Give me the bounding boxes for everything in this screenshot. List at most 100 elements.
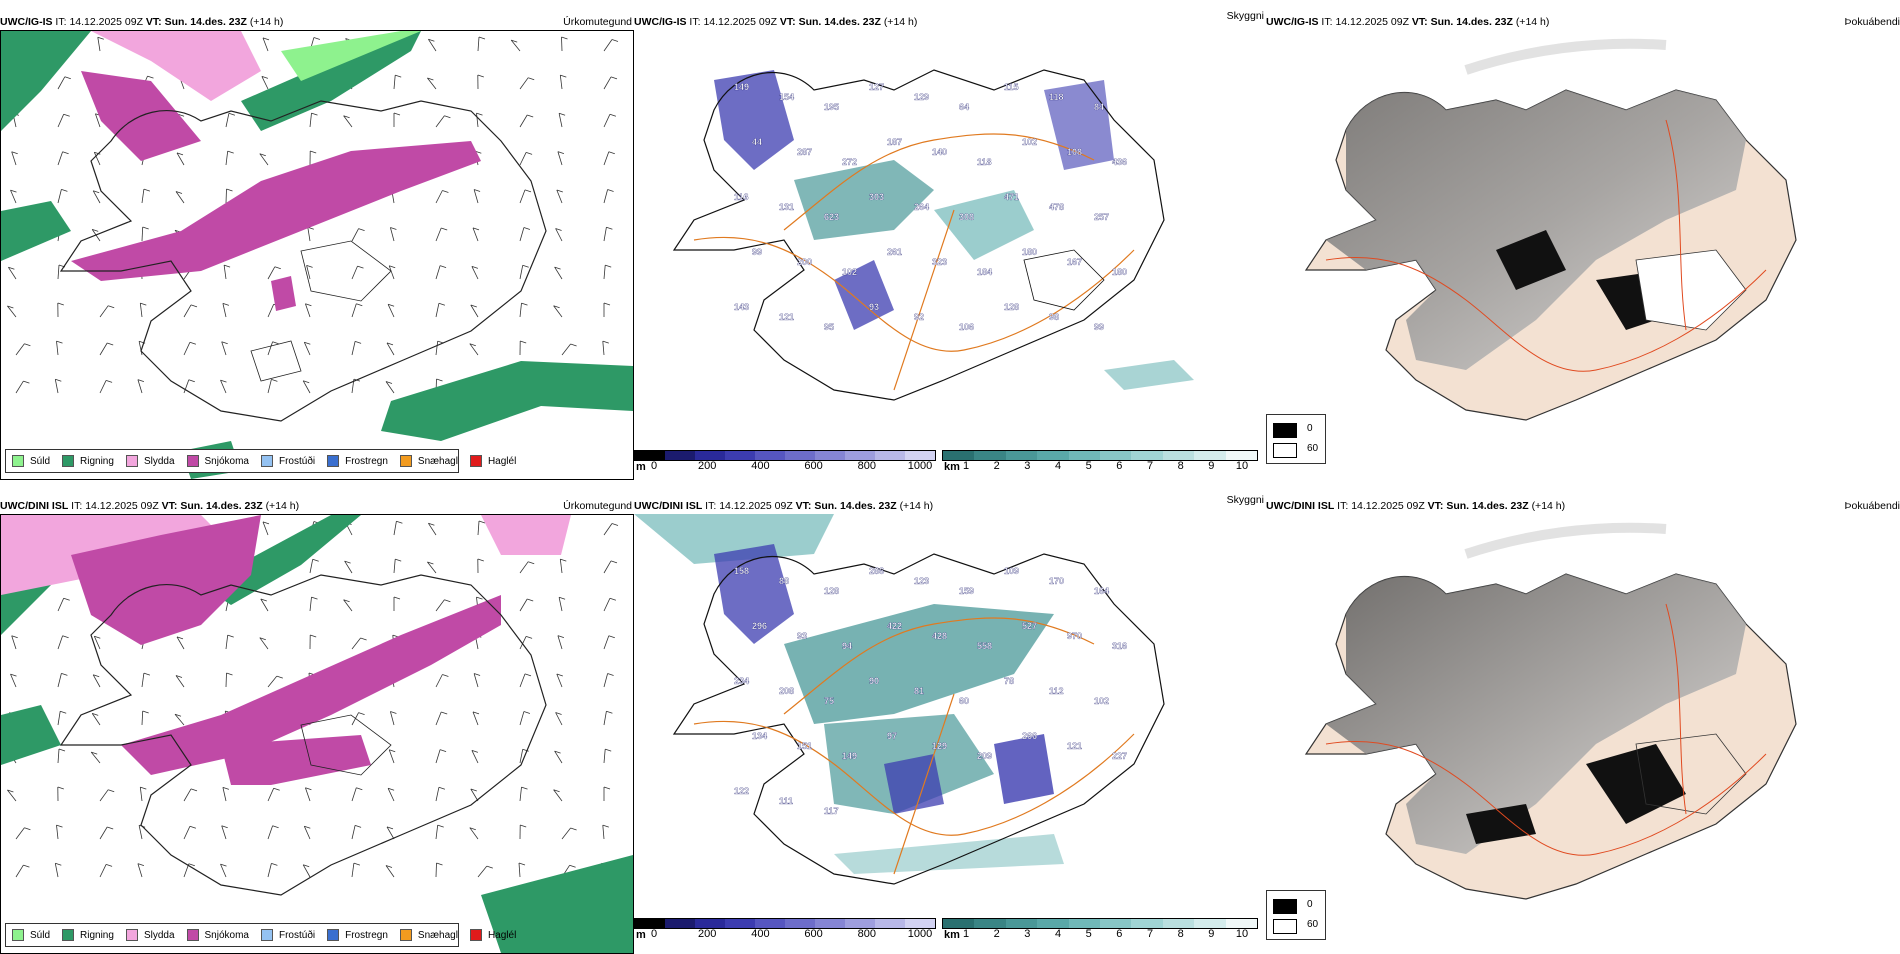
wind-barb (604, 711, 606, 725)
wind-barb (604, 561, 611, 573)
ceiling-value-label: 129 (914, 92, 929, 102)
legend-item: Snæhagl (400, 929, 458, 941)
wind-barb (184, 305, 191, 317)
wind-barb-flag (228, 151, 234, 153)
ceiling-value-label: 122 (734, 786, 749, 796)
ceiling-value-label: 90 (869, 676, 879, 686)
colorbar-segment (1069, 919, 1100, 928)
wind-barb-flag (106, 380, 112, 382)
ceiling-value-label: 128 (1004, 302, 1019, 312)
wind-barb (58, 77, 65, 89)
visibility-area (794, 160, 934, 240)
wind-barb-flag (310, 151, 316, 153)
wind-barb (142, 673, 144, 687)
ceiling-value-label: 266 (1022, 731, 1037, 741)
wind-barb-flag (63, 636, 69, 638)
wind-barb (268, 304, 274, 317)
wind-barb-flag (98, 37, 104, 39)
ceiling-value-label: 422 (887, 621, 902, 631)
colorbar-segment (785, 919, 815, 928)
wind-barb-flag (608, 190, 614, 192)
wind-barb-flag (605, 749, 611, 751)
wind-barb-flag (610, 114, 616, 116)
colorbar-segment (635, 919, 665, 928)
wind-barb (473, 712, 478, 725)
legend-item: Slydda (126, 455, 175, 467)
ceiling-value-label: 200 (797, 257, 812, 267)
wind-barb (263, 38, 268, 51)
wind-barb-flag (479, 521, 485, 523)
legend-swatch (126, 455, 138, 467)
wind-barb (394, 75, 395, 89)
wind-barb (226, 635, 228, 649)
ceiling-value-label: 121 (779, 312, 794, 322)
wind-barb-flag (609, 636, 615, 638)
ceiling-value-label: 118 (977, 157, 992, 167)
wind-barb-flag (487, 866, 493, 868)
colorbar-tick: 1000 (908, 460, 932, 472)
ceiling-value-label: 64 (959, 102, 969, 112)
wind-barb-flag (562, 37, 568, 39)
wind-barb-flag (60, 711, 66, 713)
legend-item: Rigning (62, 929, 114, 941)
wind-barb-flag (65, 77, 71, 79)
wind-barb-flag (525, 190, 531, 192)
wind-barb-flag (108, 790, 114, 792)
wind-barb-flag (227, 189, 233, 191)
visibility-area (1104, 360, 1194, 390)
fog-map-svg (1266, 30, 1900, 430)
wind-barb-flag (144, 673, 150, 675)
wind-barb (345, 561, 352, 573)
colorbar-segment (815, 451, 845, 460)
wind-barb (428, 39, 436, 51)
wind-barb-flag (61, 673, 67, 675)
wind-barb (474, 674, 478, 688)
wind-barb-flag (191, 305, 197, 307)
ceiling-value-label: 149 (842, 751, 857, 761)
ceiling-panel-2: UWC/DINI ISL IT: 14.12.2025 09Z VT: Sun.… (634, 498, 1266, 948)
ceiling-value-label: 121 (1067, 741, 1082, 751)
glacier-outline (251, 341, 301, 381)
wind-barb-flag (271, 863, 277, 865)
legend-swatch (187, 929, 199, 941)
wind-barb-flag (229, 113, 235, 115)
wind-barb (604, 77, 611, 89)
ceiling-value-label: 94 (842, 641, 852, 651)
colorbar-tick: 0 (651, 460, 657, 472)
sleet-area (481, 515, 571, 555)
wind-barb-flag (394, 597, 400, 599)
wind-barb-flag (359, 229, 365, 231)
ceiling-value-label: 78 (1004, 676, 1014, 686)
ceiling-value-label: 44 (752, 137, 762, 147)
colorbar-segment (1006, 451, 1037, 460)
legend-item: Haglél (470, 455, 516, 467)
fog-map (1266, 514, 1900, 904)
wind-barb-flag (23, 865, 29, 867)
wind-barb (100, 306, 108, 317)
wind-barb (604, 190, 608, 204)
colorbar-tick: 1 (963, 928, 969, 940)
wind-barb (226, 151, 228, 165)
colorbar-segment (635, 451, 665, 460)
wind-barb (138, 864, 142, 877)
ceiling-value-label: 428 (932, 631, 947, 641)
wind-barb (222, 826, 226, 839)
wind-barb (58, 189, 61, 203)
wind-barb-flag (143, 227, 149, 229)
wind-barb-flag (395, 559, 401, 561)
colorbar-tick: 10 (1236, 460, 1248, 472)
wind-barb (58, 711, 60, 725)
wind-barb (58, 265, 59, 279)
colorbar-segment (905, 451, 935, 460)
colorbar-segment (1226, 451, 1257, 460)
wind-barb-flag (24, 344, 30, 346)
ceiling-value-label: 127 (869, 82, 884, 92)
wind-barb-flag (478, 559, 484, 561)
wind-barb (436, 712, 441, 725)
legend-label: Rigning (80, 456, 114, 467)
wind-barb (520, 228, 524, 242)
legend-item: Súld (12, 455, 50, 467)
wind-barb (92, 713, 100, 725)
